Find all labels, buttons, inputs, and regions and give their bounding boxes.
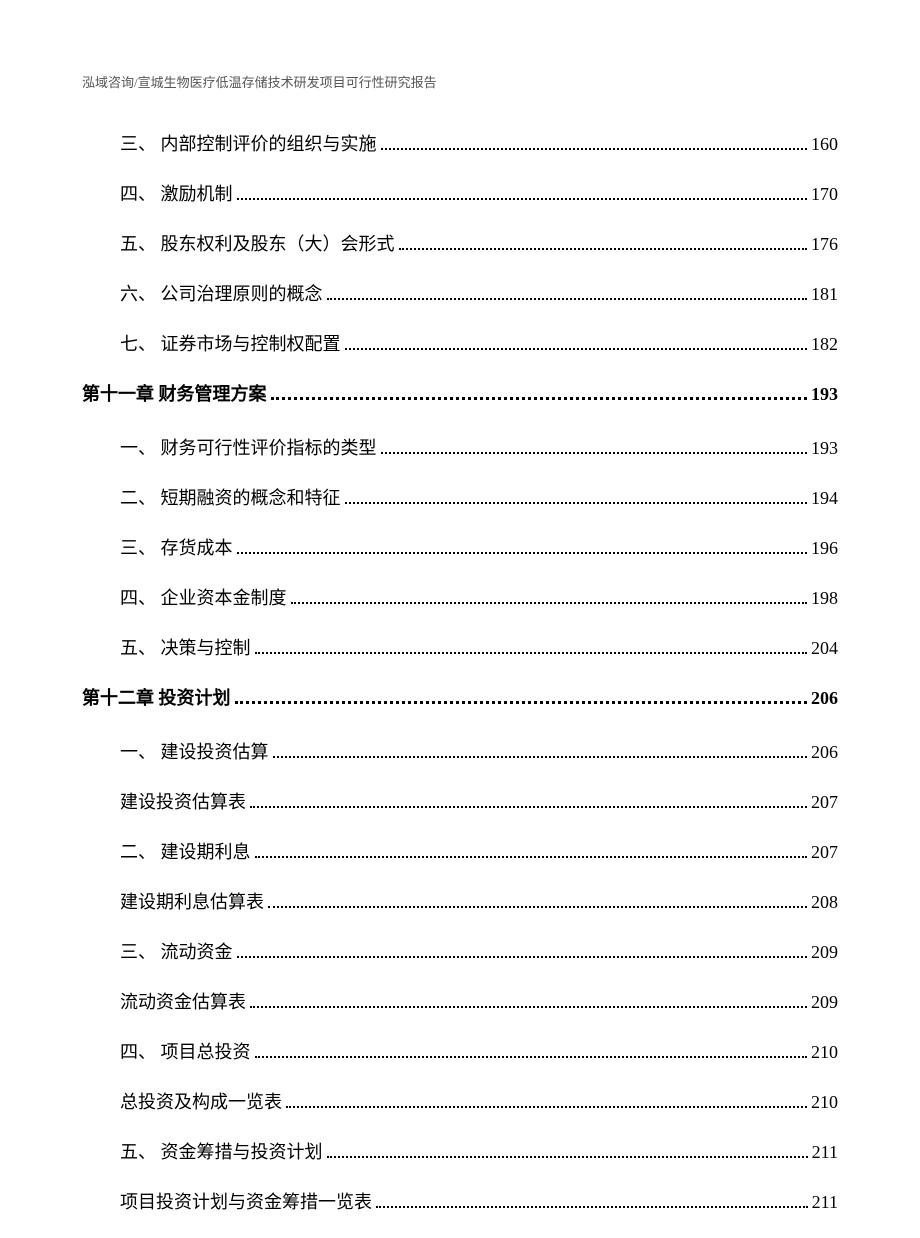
header-text: 泓域咨询/宣城生物医疗低温存储技术研发项目可行性研究报告 (82, 75, 437, 90)
toc-entry: 六、 公司治理原则的概念 181 (82, 280, 838, 306)
toc-page-number: 182 (811, 334, 838, 355)
toc-page-number: 193 (811, 438, 838, 459)
toc-leader-dots (291, 602, 808, 604)
toc-entry: 一、 财务可行性评价指标的类型 193 (82, 434, 838, 460)
toc-entry: 三、 流动资金 209 (82, 938, 838, 964)
toc-leader-dots (255, 1056, 808, 1058)
toc-leader-dots (268, 906, 807, 908)
toc-page-number: 210 (811, 1092, 838, 1113)
toc-leader-dots (237, 956, 808, 958)
toc-page-number: 204 (811, 638, 838, 659)
toc-entry: 总投资及构成一览表 210 (82, 1088, 838, 1114)
toc-page-number: 206 (811, 688, 838, 709)
toc-label: 三、 内部控制评价的组织与实施 (120, 130, 377, 156)
toc-entry: 项目投资计划与资金筹措一览表 211 (82, 1188, 838, 1214)
toc-chapter-label: 第十二章 投资计划 (82, 684, 231, 710)
toc-leader-dots (237, 198, 808, 200)
toc-label: 四、 激励机制 (120, 180, 233, 206)
document-header: 泓域咨询/宣城生物医疗低温存储技术研发项目可行性研究报告 (82, 72, 437, 91)
toc-leader-dots (381, 452, 808, 454)
toc-entry: 四、 项目总投资 210 (82, 1038, 838, 1064)
toc-entry: 建设投资估算表 207 (82, 788, 838, 814)
toc-page-number: 170 (811, 184, 838, 205)
toc-label: 二、 短期融资的概念和特征 (120, 484, 341, 510)
toc-entry: 三、 存货成本 196 (82, 534, 838, 560)
toc-entry: 四、 企业资本金制度 198 (82, 584, 838, 610)
toc-page-number: 198 (811, 588, 838, 609)
toc-leader-dots (399, 248, 808, 250)
toc-page-number: 176 (811, 234, 838, 255)
toc-entry: 三、 内部控制评价的组织与实施 160 (82, 130, 838, 156)
toc-entry: 五、 股东权利及股东（大）会形式 176 (82, 230, 838, 256)
toc-label: 一、 建设投资估算 (120, 738, 269, 764)
toc-page-number: 206 (811, 742, 838, 763)
toc-label: 总投资及构成一览表 (120, 1088, 282, 1114)
toc-chapter: 第十二章 投资计划 206 (82, 684, 838, 710)
toc-label: 二、 建设期利息 (120, 838, 251, 864)
toc-label: 四、 项目总投资 (120, 1038, 251, 1064)
toc-label: 三、 存货成本 (120, 534, 233, 560)
toc-entry: 五、 决策与控制 204 (82, 634, 838, 660)
toc-entry: 七、 证券市场与控制权配置 182 (82, 330, 838, 356)
toc-container: 三、 内部控制评价的组织与实施 160 四、 激励机制 170 五、 股东权利及… (82, 130, 838, 1238)
toc-leader-dots (381, 148, 808, 150)
toc-entry: 建设期利息估算表 208 (82, 888, 838, 914)
toc-entry: 二、 短期融资的概念和特征 194 (82, 484, 838, 510)
toc-leader-dots (255, 652, 808, 654)
toc-leader-dots (250, 1006, 807, 1008)
toc-page-number: 194 (811, 488, 838, 509)
toc-chapter-label: 第十一章 财务管理方案 (82, 380, 267, 406)
toc-label: 项目投资计划与资金筹措一览表 (120, 1188, 372, 1214)
toc-leader-dots (235, 701, 808, 704)
toc-label: 五、 资金筹措与投资计划 (120, 1138, 323, 1164)
toc-entry: 五、 资金筹措与投资计划 211 (82, 1138, 838, 1164)
toc-label: 流动资金估算表 (120, 988, 246, 1014)
toc-label: 七、 证券市场与控制权配置 (120, 330, 341, 356)
toc-page-number: 196 (811, 538, 838, 559)
toc-page-number: 208 (811, 892, 838, 913)
toc-page-number: 160 (811, 134, 838, 155)
toc-leader-dots (327, 298, 808, 300)
toc-page-number: 209 (811, 992, 838, 1013)
toc-leader-dots (345, 502, 808, 504)
toc-label: 五、 决策与控制 (120, 634, 251, 660)
toc-label: 四、 企业资本金制度 (120, 584, 287, 610)
toc-page-number: 207 (811, 792, 838, 813)
toc-entry: 二、 建设期利息 207 (82, 838, 838, 864)
toc-label: 六、 公司治理原则的概念 (120, 280, 323, 306)
toc-leader-dots (255, 856, 808, 858)
toc-page-number: 207 (811, 842, 838, 863)
toc-label: 建设期利息估算表 (120, 888, 264, 914)
toc-leader-dots (250, 806, 807, 808)
toc-label: 一、 财务可行性评价指标的类型 (120, 434, 377, 460)
toc-leader-dots (376, 1206, 808, 1208)
toc-page-number: 211 (812, 1192, 838, 1213)
toc-leader-dots (286, 1106, 807, 1108)
toc-page-number: 210 (811, 1042, 838, 1063)
toc-leader-dots (237, 552, 808, 554)
toc-page-number: 209 (811, 942, 838, 963)
toc-label: 建设投资估算表 (120, 788, 246, 814)
toc-page-number: 211 (812, 1142, 838, 1163)
toc-leader-dots (273, 756, 808, 758)
toc-page-number: 193 (811, 384, 838, 405)
toc-label: 三、 流动资金 (120, 938, 233, 964)
toc-entry: 四、 激励机制 170 (82, 180, 838, 206)
toc-entry: 一、 建设投资估算 206 (82, 738, 838, 764)
toc-leader-dots (327, 1156, 808, 1158)
toc-chapter: 第十一章 财务管理方案 193 (82, 380, 838, 406)
toc-page-number: 181 (811, 284, 838, 305)
toc-leader-dots (345, 348, 808, 350)
toc-label: 五、 股东权利及股东（大）会形式 (120, 230, 395, 256)
toc-entry: 流动资金估算表 209 (82, 988, 838, 1014)
toc-leader-dots (271, 397, 808, 400)
